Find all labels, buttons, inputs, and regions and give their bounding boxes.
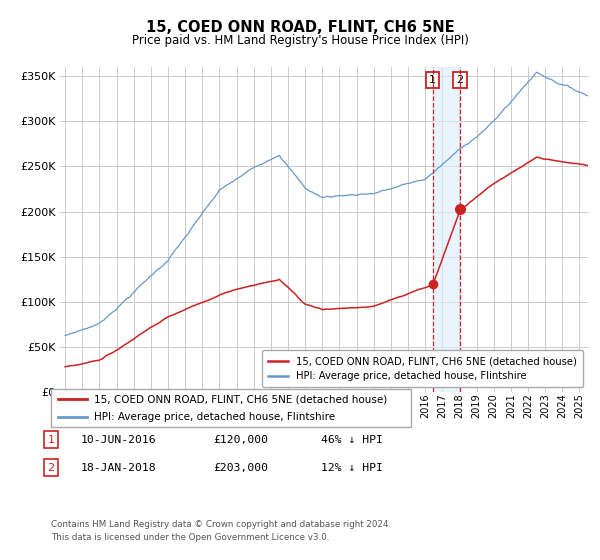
Text: Price paid vs. HM Land Registry's House Price Index (HPI): Price paid vs. HM Land Registry's House … <box>131 34 469 46</box>
Text: £120,000: £120,000 <box>213 435 268 445</box>
Text: £203,000: £203,000 <box>213 463 268 473</box>
Text: Contains HM Land Registry data © Crown copyright and database right 2024.: Contains HM Land Registry data © Crown c… <box>51 520 391 529</box>
Text: 15, COED ONN ROAD, FLINT, CH6 5NE (detached house): 15, COED ONN ROAD, FLINT, CH6 5NE (detac… <box>94 394 388 404</box>
Bar <box>433 67 460 392</box>
Text: 18-JAN-2018: 18-JAN-2018 <box>81 463 157 473</box>
Text: 46% ↓ HPI: 46% ↓ HPI <box>321 435 383 445</box>
Text: 12% ↓ HPI: 12% ↓ HPI <box>321 463 383 473</box>
Text: 10-JUN-2016: 10-JUN-2016 <box>81 435 157 445</box>
FancyBboxPatch shape <box>51 389 411 427</box>
Text: HPI: Average price, detached house, Flintshire: HPI: Average price, detached house, Flin… <box>94 412 335 422</box>
Text: 2: 2 <box>457 76 464 85</box>
Text: This data is licensed under the Open Government Licence v3.0.: This data is licensed under the Open Gov… <box>51 533 329 542</box>
Legend: 15, COED ONN ROAD, FLINT, CH6 5NE (detached house), HPI: Average price, detached: 15, COED ONN ROAD, FLINT, CH6 5NE (detac… <box>262 350 583 387</box>
Text: 1: 1 <box>429 76 436 85</box>
Text: 1: 1 <box>47 435 55 445</box>
Text: 2: 2 <box>47 463 55 473</box>
Text: 15, COED ONN ROAD, FLINT, CH6 5NE: 15, COED ONN ROAD, FLINT, CH6 5NE <box>146 20 454 35</box>
